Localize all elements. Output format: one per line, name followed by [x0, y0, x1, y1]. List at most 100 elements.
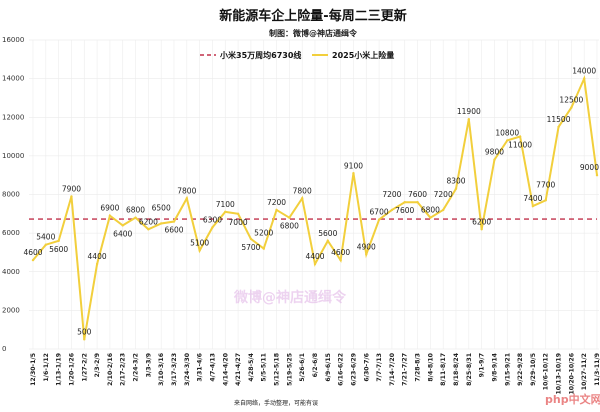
data-point [365, 253, 368, 256]
x-tick-label: 2/17-2/23 [120, 353, 127, 386]
site-watermark: php中文网 [545, 392, 600, 406]
data-label: 6900 [100, 204, 119, 213]
data-label: 5100 [190, 239, 209, 248]
data-point [83, 338, 86, 341]
x-tick-label: 7/28-8/3 [415, 353, 422, 382]
data-label: 7600 [408, 190, 427, 199]
data-point [198, 249, 201, 252]
y-tick-label: 0 [2, 345, 6, 353]
x-tick-label: 5/19-5/25 [286, 353, 293, 386]
x-tick-label: 12/30-1/5 [30, 353, 37, 386]
y-tick-label: 4000 [2, 268, 20, 276]
data-label: 4900 [357, 242, 376, 251]
x-tick-label: 10/20-10/26 [568, 353, 575, 395]
data-label: 7700 [536, 180, 555, 189]
x-axis: 12/30-1/5 1/6-1/12 1/13-1/19 1/20-1/26 1/27-… [30, 352, 600, 394]
data-point [44, 243, 48, 246]
x-tick-label: 8/25-8/31 [466, 353, 473, 386]
x-tick-label: 5/26-6/1 [299, 353, 306, 382]
data-label: 9800 [485, 148, 504, 157]
data-point [557, 125, 560, 129]
data-label: 6200 [139, 217, 158, 226]
data-label: 14000 [572, 67, 596, 76]
data-label: 9000 [580, 163, 599, 172]
data-point [313, 262, 317, 266]
x-tick-label: 3/3-3/9 [145, 353, 152, 377]
x-tick-label: 2/10-2/16 [107, 353, 114, 386]
x-tick-label: 5/5-5/11 [261, 353, 268, 382]
y-tick-label: 16000 [2, 36, 24, 44]
data-point [531, 204, 535, 208]
x-tick-label: 9/1-9/7 [479, 353, 486, 377]
x-tick-label: 6/16-6/22 [338, 353, 345, 386]
data-point [390, 208, 394, 212]
y-tick-label: 6000 [2, 229, 20, 237]
data-label: 7800 [177, 186, 196, 195]
y-tick-label: 10000 [2, 152, 24, 160]
x-tick-label: 6/2-6/8 [312, 353, 319, 377]
data-label: 4400 [305, 252, 324, 261]
data-label: 12500 [559, 96, 583, 105]
data-label: 6800 [280, 222, 299, 231]
data-point [262, 247, 265, 250]
x-tick-label: 8/18-8/24 [453, 352, 460, 386]
data-point [454, 187, 458, 190]
data-point [121, 224, 124, 227]
x-tick-label: 7/7-7/13 [376, 353, 383, 382]
chart-subtitle: 制图：微博@神店通缉令 [269, 28, 358, 38]
data-point [224, 210, 227, 214]
x-tick-label: 1/20-1/26 [68, 353, 75, 386]
data-point [108, 214, 112, 217]
data-point [595, 173, 599, 177]
data-label: 4400 [88, 252, 107, 261]
legend-series-label: 2025小米上险量 [332, 50, 394, 60]
x-tick-label: 10/27-11/2 [581, 353, 588, 390]
x-tick-label: 5/12-5/18 [274, 353, 281, 386]
x-tick-label: 7/14-7/20 [389, 352, 396, 386]
data-point [518, 135, 522, 138]
y-tick-label: 14000 [2, 75, 24, 83]
data-point [416, 201, 419, 204]
y-tick-label: 8000 [2, 191, 20, 199]
data-point [249, 237, 253, 241]
x-tick-label: 3/17-3/23 [171, 353, 178, 386]
data-point [288, 216, 291, 219]
data-label: 11500 [547, 115, 571, 124]
data-label: 7200 [267, 198, 286, 207]
data-point [493, 158, 496, 161]
x-tick-label: 9/8-9/14 [491, 352, 498, 381]
data-point [467, 117, 471, 121]
data-label: 500 [77, 327, 92, 336]
x-tick-label: 3/10-3/16 [158, 353, 165, 386]
data-label: 8300 [446, 177, 465, 186]
data-point [403, 201, 406, 204]
legend-ref-label: 小米35万周均6730线 [219, 50, 301, 60]
data-point [147, 228, 150, 231]
x-tick-label: 9/15-9/21 [504, 353, 511, 386]
data-label: 5600 [49, 245, 68, 254]
x-tick-label: 6/9-6/15 [325, 353, 332, 382]
x-tick-label: 8/11-8/17 [440, 353, 447, 386]
data-label: 7400 [523, 194, 542, 203]
y-tick-label: 12000 [2, 113, 24, 121]
x-tick-label: 4/28-5/4 [248, 352, 255, 381]
data-point [134, 216, 137, 219]
x-tick-label: 2/3-2/9 [94, 353, 101, 377]
data-label: 6200 [472, 217, 491, 226]
data-point [544, 199, 547, 202]
data-label: 7800 [293, 186, 312, 195]
data-point [57, 239, 60, 243]
x-tick-label: 4/21-4/27 [235, 353, 242, 386]
x-tick-label: 9/22-9/28 [517, 353, 524, 386]
data-label: 6400 [113, 229, 132, 238]
x-tick-label: 6/30-7/6 [363, 353, 370, 382]
x-tick-label: 9/29-10/5 [530, 353, 537, 386]
chart-footer: 来自网络，手动整理，可能有误 [234, 399, 318, 407]
x-tick-label: 4/7-4/13 [209, 353, 216, 382]
x-tick-label: 3/31-4/6 [197, 353, 204, 382]
x-tick-label: 2/24-3/2 [133, 353, 140, 382]
data-label: 11900 [457, 107, 481, 116]
data-label: 6700 [370, 208, 389, 217]
data-label: 9100 [344, 161, 363, 170]
